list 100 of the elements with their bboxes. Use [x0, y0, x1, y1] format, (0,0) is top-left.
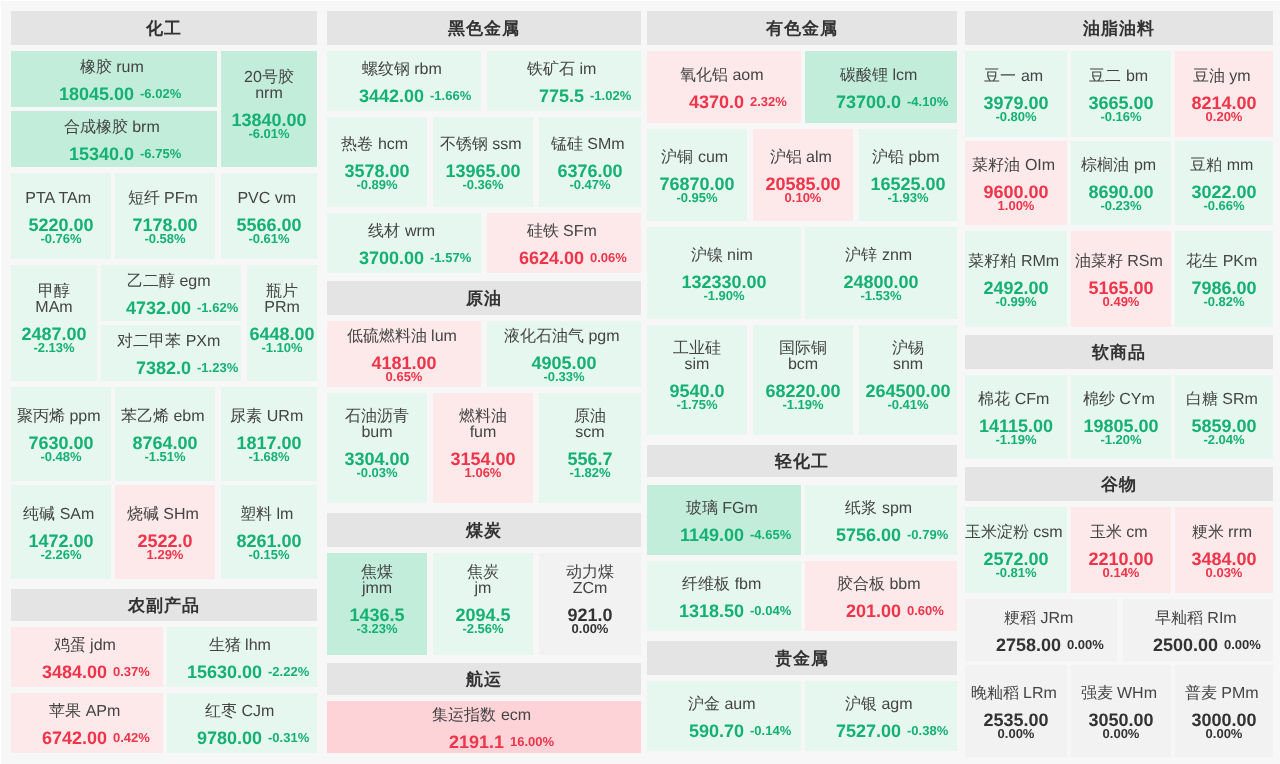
- data-label: 1436.5: [349, 605, 405, 625]
- data-label: 24800.00: [843, 272, 919, 292]
- category-label: 油菜籽 RSm: [1074, 252, 1164, 270]
- text: 有色金属: [764, 18, 838, 38]
- category-label: 国际铜 bcm: [779, 339, 827, 373]
- data-label: 13965.00: [445, 161, 521, 181]
- text: 谷物: [1099, 474, 1137, 494]
- category-label: 胶合板 bbm: [836, 575, 922, 593]
- data-label: 1472.00: [28, 531, 94, 551]
- category-label: 花生 PKm: [1186, 252, 1259, 270]
- data-label: 3578.00: [344, 161, 410, 181]
- category-label: 石油沥青 bum: [345, 407, 409, 441]
- category-label: 玉米 cm: [1089, 523, 1149, 541]
- data-label: 18045.00: [58, 84, 135, 104]
- category-label: 塑料 lm: [240, 505, 295, 523]
- category-label: 橡胶 rum: [79, 58, 145, 76]
- category-label: 低硫燃料油 lum: [346, 327, 458, 345]
- category-label: 硅铁 SFm: [524, 222, 598, 240]
- data-label: 4732.00: [125, 298, 192, 318]
- data-label: 3050.00: [1088, 710, 1154, 730]
- category-label: 乙二醇 egm: [126, 272, 212, 290]
- data-label: 6624.00: [518, 248, 585, 268]
- category-label: 不锈钢 ssm: [439, 135, 523, 153]
- category-label: 强麦 WHm: [1080, 684, 1158, 702]
- category-label: 焦煤 jmm: [359, 563, 393, 597]
- data-label: 2758.00: [995, 635, 1062, 655]
- data-label: 2500.00: [1152, 635, 1219, 655]
- data-label: 8261.00: [236, 531, 302, 551]
- data-label: 2572.00: [983, 549, 1049, 569]
- text: 黑色金属: [446, 18, 520, 38]
- data-label: 13840.00: [231, 110, 307, 130]
- data-label: 556.7: [567, 449, 613, 469]
- data-label: 5756.00: [835, 525, 902, 545]
- text: 煤炭: [464, 520, 504, 540]
- category-label: 甲醇 MAm: [35, 282, 74, 316]
- category-label: 热卷 hcm: [341, 135, 409, 153]
- data-label: 7527.00: [835, 721, 902, 741]
- category-label: 焦炭 jm: [467, 563, 499, 597]
- data-label: 2094.5: [455, 605, 511, 625]
- data-label: 921.0: [567, 605, 613, 625]
- data-label: 3484.00: [41, 662, 108, 682]
- data-label: 19805.00: [1083, 416, 1159, 436]
- text: 农副产品: [126, 595, 200, 615]
- data-label: 3665.00: [1088, 93, 1154, 113]
- data-label: 264500.00: [865, 381, 951, 401]
- category-label: 豆粕 mm: [1190, 156, 1254, 174]
- data-label: 2522.0: [137, 531, 193, 551]
- data-label: 9540.0: [669, 381, 725, 401]
- text: 轻化工: [773, 451, 829, 471]
- category-label: 普麦 PMm: [1184, 684, 1260, 702]
- data-label: 4370.0: [688, 92, 745, 112]
- category-label: 瓶片 PRm: [264, 282, 301, 316]
- category-label: 纸浆 spm: [845, 499, 913, 517]
- data-label: 590.70: [688, 721, 745, 741]
- data-label: 201.00: [845, 601, 902, 621]
- data-label: 14115.00: [978, 416, 1054, 436]
- data-label: 3484.00: [1191, 549, 1257, 569]
- category-label: 棉花 CFm: [978, 390, 1050, 408]
- data-label: 3022.00: [1191, 182, 1257, 202]
- category-label: 棕榈油 pm: [1081, 156, 1157, 174]
- category-label: 粳稻 JRm: [1004, 609, 1075, 627]
- text: 原油: [464, 288, 502, 308]
- category-label: 氧化铝 aom: [679, 66, 765, 84]
- data-label: 5566.00: [236, 215, 302, 235]
- category-label: 铁矿石 im: [525, 60, 598, 78]
- data-label: 1149.00: [679, 525, 745, 545]
- data-label: 9780.00: [196, 728, 263, 748]
- category-label: PTA TAm: [25, 189, 92, 207]
- data-label: 5220.00: [28, 215, 94, 235]
- text: 航运: [464, 669, 504, 689]
- data-label: 6448.00: [249, 324, 315, 344]
- data-label: 6376.00: [557, 161, 623, 181]
- category-label: 线材 wrm: [368, 222, 436, 240]
- category-label: 豆油 ym: [1192, 67, 1252, 85]
- data-label: 68220.00: [765, 381, 841, 401]
- category-label: 豆二 bm: [1089, 67, 1149, 85]
- data-label: 1318.50: [678, 601, 745, 621]
- category-label: 原油 scm: [574, 407, 606, 441]
- category-label: 燃料油 fum: [459, 407, 507, 441]
- category-label: 玻璃 FGm: [685, 499, 759, 517]
- data-label: 3979.00: [983, 93, 1049, 113]
- category-label: 沪铜 cum: [661, 148, 729, 166]
- category-label: 晚籼稻 LRm: [970, 684, 1058, 702]
- category-label: 鸡蛋 jdm: [51, 636, 117, 654]
- category-label: 沪银 agm: [844, 695, 914, 713]
- category-label: 沪锌 znm: [845, 246, 913, 264]
- data-label: 20585.00: [765, 174, 841, 194]
- data-label: 76870.00: [659, 174, 735, 194]
- data-label: 3304.00: [344, 449, 410, 469]
- category-label: PVC vm: [237, 189, 297, 207]
- category-label: 烧碱 SHm: [126, 505, 200, 523]
- text: 贵金属: [773, 648, 829, 668]
- category-label: 苹果 APm: [49, 702, 122, 720]
- category-label: 生猪 lhm: [208, 636, 272, 654]
- category-label: 尿素 URm: [230, 407, 304, 425]
- category-label: 聚丙烯 ppm: [16, 407, 102, 425]
- category-label: 沪锡 snm: [892, 339, 924, 373]
- data-label: 8690.00: [1088, 182, 1154, 202]
- data-label: 2492.00: [983, 278, 1049, 298]
- data-label: 3700.00: [358, 248, 425, 268]
